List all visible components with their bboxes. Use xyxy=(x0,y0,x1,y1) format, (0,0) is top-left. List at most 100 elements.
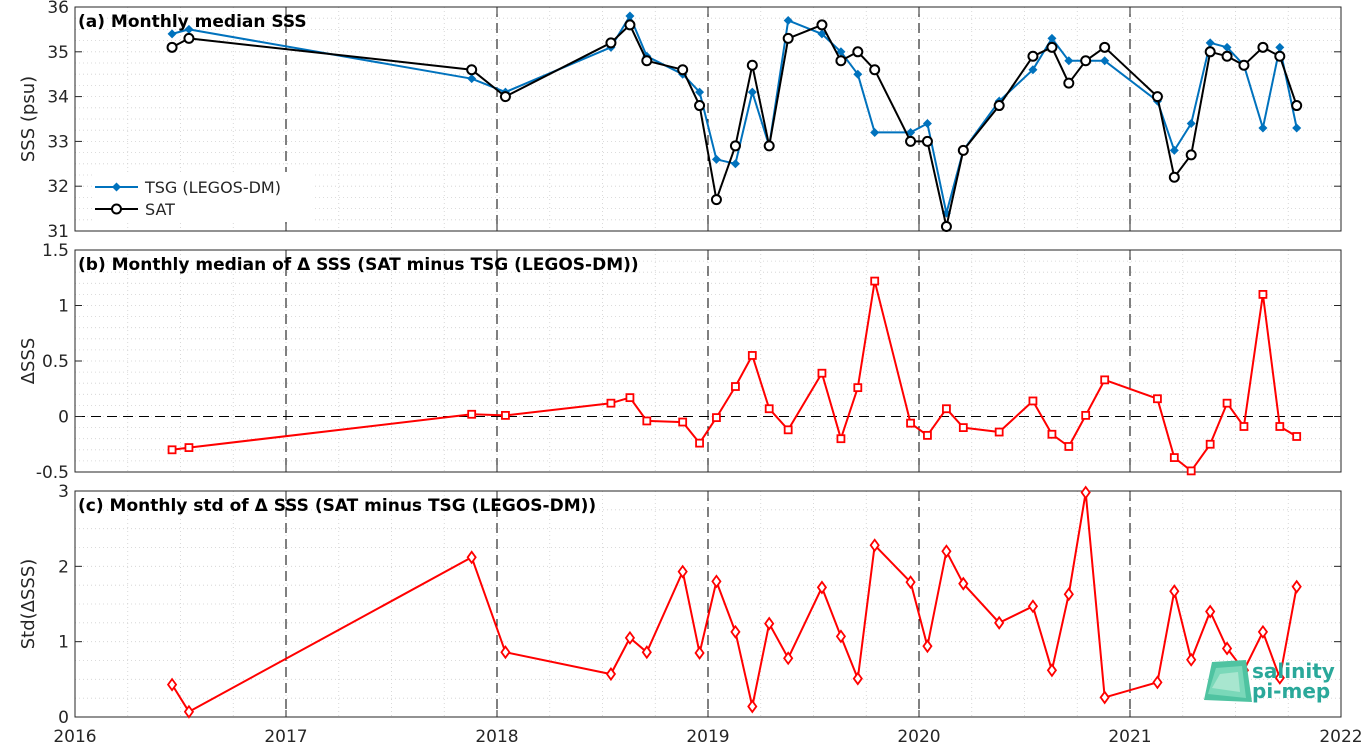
y-tick-label: 0 xyxy=(58,708,69,728)
data-point xyxy=(499,91,511,103)
data-point xyxy=(1292,432,1302,441)
y-tick-label: 0 xyxy=(58,408,69,428)
data-point xyxy=(605,37,617,49)
data-point xyxy=(817,368,827,378)
data-point xyxy=(994,427,1004,437)
data-point xyxy=(958,423,968,433)
data-point xyxy=(1151,91,1163,103)
data-point xyxy=(501,410,510,420)
data-point xyxy=(783,15,793,25)
data-point xyxy=(1275,42,1285,52)
data-point xyxy=(1027,50,1039,62)
data-point xyxy=(605,667,617,682)
data-point xyxy=(1239,422,1249,431)
data-point xyxy=(624,19,636,31)
y-axis-label: SSS (psu) xyxy=(18,76,39,162)
data-point xyxy=(1028,65,1038,75)
data-point xyxy=(166,677,178,692)
data-point xyxy=(816,19,828,31)
data-point xyxy=(852,671,863,686)
logo-line2: pi-mep xyxy=(1252,679,1330,703)
data-point xyxy=(1099,41,1111,53)
series-line xyxy=(171,280,1298,472)
data-point xyxy=(1291,100,1303,112)
y-tick-label: 36 xyxy=(47,0,69,18)
series-tsg-legos-dm- xyxy=(167,11,1302,218)
x-tick-label: 2019 xyxy=(686,727,729,745)
x-tick-label: 2017 xyxy=(264,727,307,745)
data-point xyxy=(941,544,952,559)
data-point xyxy=(1100,56,1110,66)
data-point xyxy=(940,221,952,233)
data-point xyxy=(1152,675,1163,690)
data-point xyxy=(678,417,688,427)
data-point xyxy=(1258,289,1268,299)
data-point xyxy=(763,140,775,152)
data-point xyxy=(905,135,917,147)
data-point xyxy=(817,29,827,39)
panel-title: (c) Monthly std of Δ SSS (SAT minus TSG … xyxy=(78,496,596,516)
series-line xyxy=(171,491,1298,713)
data-point xyxy=(729,140,741,152)
data-point xyxy=(694,100,706,112)
data-point xyxy=(1080,55,1092,67)
data-point xyxy=(730,159,740,169)
legend: TSG (LEGOS-DM) SAT xyxy=(92,172,312,222)
data-point xyxy=(1169,145,1179,155)
y-axis-label: ΔSSS xyxy=(18,338,39,385)
panel-title: (b) Monthly median of Δ SSS (SAT minus T… xyxy=(78,255,639,275)
data-point xyxy=(922,118,932,128)
data-point xyxy=(835,55,847,67)
data-point xyxy=(642,416,652,426)
series-delta xyxy=(166,485,1302,719)
data-point xyxy=(1027,599,1039,614)
data-point xyxy=(1221,50,1233,62)
x-tick-label: 2022 xyxy=(1319,727,1362,745)
data-point xyxy=(1028,396,1038,406)
data-point xyxy=(625,11,635,21)
data-point xyxy=(1168,171,1180,183)
data-point xyxy=(1063,587,1074,602)
data-point xyxy=(1186,118,1196,128)
data-point xyxy=(1205,38,1215,48)
data-point xyxy=(1275,422,1285,431)
salinity-pi-mep-logo: salinity pi-mep xyxy=(1204,659,1335,703)
data-point xyxy=(1064,442,1074,451)
data-point xyxy=(958,576,969,591)
data-point xyxy=(1046,663,1058,678)
data-point xyxy=(1047,429,1057,439)
y-tick-label: 2 xyxy=(58,557,69,577)
y-tick-label: 1.5 xyxy=(42,241,69,261)
data-point xyxy=(694,645,705,660)
data-point xyxy=(500,645,511,660)
data-point xyxy=(183,704,195,719)
data-point xyxy=(764,616,775,631)
series-line xyxy=(171,23,1298,228)
legend-sat-label: SAT xyxy=(145,200,175,219)
data-point xyxy=(853,69,863,79)
data-point xyxy=(747,351,757,360)
data-point xyxy=(1186,652,1197,667)
data-point xyxy=(184,24,194,34)
data-point xyxy=(747,87,757,97)
legend-tsg-marker xyxy=(112,182,121,192)
data-point xyxy=(711,154,721,164)
y-tick-label: 1 xyxy=(58,297,69,317)
data-point xyxy=(677,64,689,76)
x-tick-label: 2021 xyxy=(1108,727,1151,745)
data-point xyxy=(1274,50,1286,62)
data-point xyxy=(641,55,653,67)
data-point xyxy=(747,699,758,714)
data-point xyxy=(677,564,688,579)
data-point xyxy=(711,574,722,589)
y-tick-label: 32 xyxy=(47,177,69,197)
data-point xyxy=(1169,584,1180,599)
data-point xyxy=(816,580,828,595)
data-point xyxy=(922,639,933,654)
data-point xyxy=(869,64,881,76)
legend-box xyxy=(92,172,312,222)
data-point xyxy=(1186,466,1196,476)
data-point xyxy=(730,624,741,639)
data-point xyxy=(1291,579,1302,594)
data-point xyxy=(1205,439,1215,449)
